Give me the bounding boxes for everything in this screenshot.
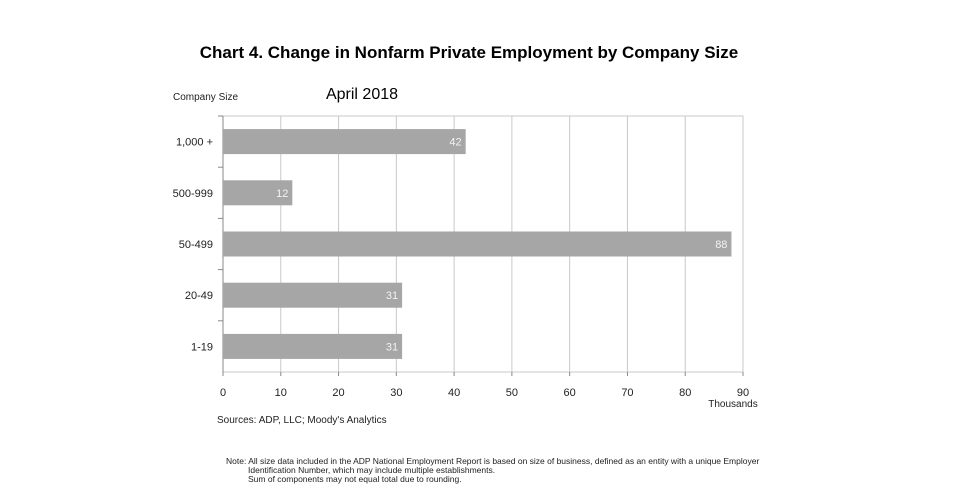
data-label: 12 [276, 188, 288, 200]
note-line-2: Identification Number, which may include… [248, 465, 495, 475]
y-tick-label: 500-999 [173, 188, 213, 200]
y-tick-label: 1,000 + [176, 137, 213, 149]
data-label: 31 [386, 341, 398, 353]
x-tick-label: 0 [220, 387, 226, 399]
note-line-1: Note: All size data included in the ADP … [226, 456, 759, 466]
y-tick-label: 20-49 [185, 290, 213, 302]
bar [223, 333, 403, 359]
x-tick-label: 60 [564, 387, 576, 399]
x-tick-label: 70 [621, 387, 633, 399]
y-axis-label: Company Size [173, 92, 238, 103]
data-label: 42 [449, 137, 461, 149]
y-tick-label: 1-19 [191, 341, 213, 353]
x-tick-label: 10 [275, 387, 287, 399]
bar [223, 231, 732, 257]
note-line-3: Sum of components may not equal total du… [248, 474, 462, 484]
bar [223, 180, 293, 206]
chart-title: Chart 4. Change in Nonfarm Private Emplo… [200, 43, 738, 62]
x-tick-label: 20 [332, 387, 344, 399]
chart-subtitle: April 2018 [326, 86, 398, 103]
source-text: Sources: ADP, LLC; Moody's Analytics [217, 415, 387, 426]
x-tick-label: 50 [506, 387, 518, 399]
data-label: 31 [386, 290, 398, 302]
x-tick-label: 80 [679, 387, 691, 399]
x-tick-label: 30 [390, 387, 402, 399]
bar [223, 129, 466, 155]
x-tick-label: 40 [448, 387, 460, 399]
bar [223, 282, 403, 308]
data-label: 88 [715, 239, 727, 251]
x-tick-label: 90 [737, 387, 749, 399]
y-tick-label: 50-499 [179, 239, 213, 251]
x-axis-label: Thousands [708, 399, 757, 410]
